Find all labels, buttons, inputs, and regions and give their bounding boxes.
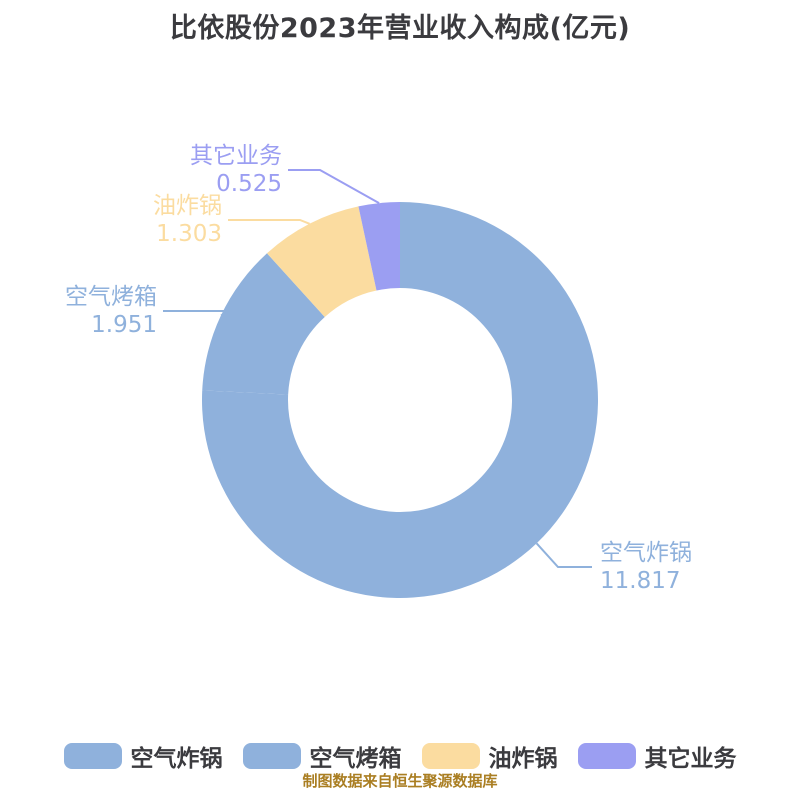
- slice-label-deep-fryer: 油炸锅 1.303: [153, 192, 222, 248]
- legend-item-other-business[interactable]: 其它业务: [577, 739, 737, 773]
- legend-item-air-fryer[interactable]: 空气炸锅: [63, 739, 223, 773]
- legend-swatch-icon: [421, 743, 480, 769]
- slice-label-other-business: 其它业务 0.525: [190, 142, 282, 198]
- label-line-2: [228, 219, 310, 225]
- pie-slice-2[interactable]: [267, 206, 377, 318]
- data-source-note: 制图数据来自恒生聚源数据库: [302, 772, 498, 790]
- pie-slice-1[interactable]: [202, 253, 325, 395]
- legend-item-label: 空气烤箱: [309, 746, 402, 772]
- label-line-1: [163, 310, 232, 317]
- slice-label-value: 1.951: [91, 312, 157, 338]
- pie-slice-0[interactable]: [201, 202, 598, 599]
- slice-label-name: 空气烤箱: [65, 284, 157, 310]
- legend-swatch-icon: [242, 743, 301, 769]
- legend-item-deep-fryer[interactable]: 油炸锅: [421, 739, 558, 773]
- legend-item-air-oven[interactable]: 空气烤箱: [242, 739, 402, 773]
- slice-label-air-oven: 空气烤箱 1.951: [65, 283, 157, 339]
- pie-slice-3[interactable]: [358, 202, 400, 291]
- legend-swatch-icon: [63, 743, 122, 769]
- legend-swatch-icon: [577, 743, 636, 769]
- legend-item-label: 油炸锅: [488, 746, 558, 772]
- label-line-3: [288, 169, 380, 204]
- slice-label-name: 空气炸锅: [600, 540, 692, 566]
- slice-label-name: 油炸锅: [153, 193, 222, 219]
- slice-label-air-fryer: 空气炸锅 11.817: [600, 539, 692, 595]
- slice-label-value: 1.303: [156, 221, 222, 247]
- slice-label-value: 11.817: [600, 568, 681, 594]
- legend-item-label: 空气炸锅: [130, 746, 223, 772]
- legend: 空气炸锅 空气烤箱 油炸锅 其它业务: [0, 739, 800, 773]
- chart-title: 比依股份2023年营业收入构成(亿元): [169, 13, 631, 44]
- label-line-0: [535, 542, 592, 568]
- slice-label-value: 0.525: [216, 171, 282, 197]
- legend-item-label: 其它业务: [644, 746, 737, 772]
- slice-label-name: 其它业务: [190, 143, 282, 169]
